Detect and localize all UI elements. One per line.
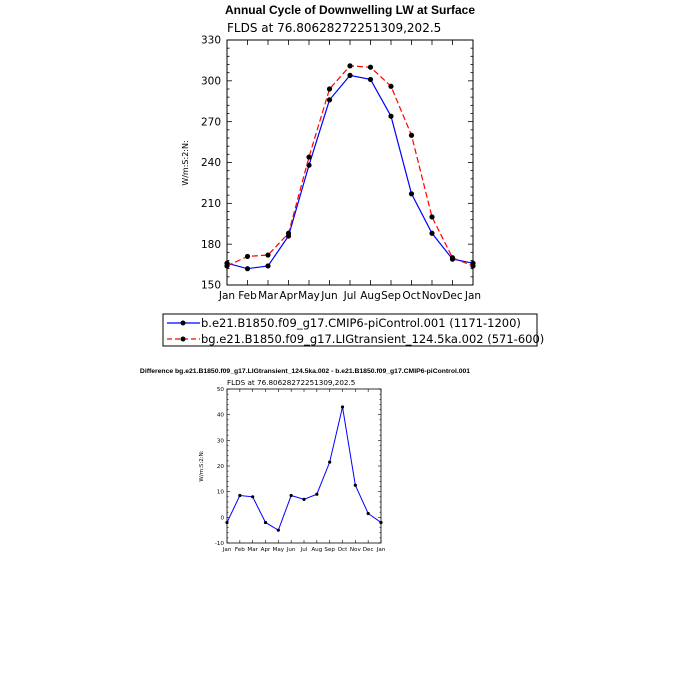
data-point xyxy=(302,497,306,501)
series-line-1 xyxy=(226,65,474,267)
data-point xyxy=(347,72,353,78)
y-tick-label: 330 xyxy=(201,35,221,47)
series-line-0 xyxy=(226,406,382,531)
data-point xyxy=(366,511,370,516)
x-tick-label: Nov xyxy=(350,547,362,553)
x-tick-label: Jan xyxy=(218,290,235,302)
data-point xyxy=(429,214,435,220)
data-point xyxy=(367,76,374,83)
chart-bottom: Difference bg.e21.B1850.f09_g17.LIGtrans… xyxy=(140,368,470,553)
x-tick-label: Sep xyxy=(381,290,401,302)
y-tick-label: 0 xyxy=(220,515,224,521)
chart-top-series xyxy=(224,63,476,272)
data-point xyxy=(225,520,229,525)
x-tick-label: Feb xyxy=(238,290,257,302)
y-tick-label: 210 xyxy=(201,198,221,210)
chart-top-title: Annual Cycle of Downwelling LW at Surfac… xyxy=(225,3,475,17)
data-point xyxy=(326,97,333,103)
x-tick-label: Sep xyxy=(324,547,335,553)
data-point xyxy=(347,63,353,69)
data-point xyxy=(315,492,319,496)
x-tick-label: Jun xyxy=(286,547,296,553)
data-point xyxy=(224,263,230,269)
data-point xyxy=(353,483,357,487)
data-point xyxy=(449,255,456,261)
chart-bottom-ticks: Jan Feb Mar Apr May Jun Jul Aug Sep Oct Nov Dec Jan-… xyxy=(215,387,386,553)
x-tick-label: Jul xyxy=(300,547,308,553)
chart-top: Annual Cycle of Downwelling LW at Surfac… xyxy=(181,3,481,302)
data-point xyxy=(285,230,292,236)
y-tick-label: 150 xyxy=(201,280,221,292)
legend-box xyxy=(162,313,538,347)
x-tick-label: Jul xyxy=(343,290,357,302)
data-point xyxy=(328,460,332,464)
y-tick-label: 40 xyxy=(217,413,225,419)
y-tick-label: 300 xyxy=(201,76,221,88)
data-point xyxy=(429,230,435,236)
data-point xyxy=(470,263,476,269)
x-tick-label: Dec xyxy=(363,547,374,553)
legend-label-lig: bg.e21.B1850.f09_g17.LIGtransient_124.5k… xyxy=(201,332,544,346)
y-tick-label: 240 xyxy=(201,157,221,169)
data-point xyxy=(379,520,383,525)
legend-marker-lig xyxy=(180,336,186,342)
x-tick-label: Aug xyxy=(360,290,381,302)
data-point xyxy=(326,86,333,92)
chart-top-ticks: Jan Feb Mar Apr May Jun Jul Aug Sep Oct Nov Dec Jan1… xyxy=(201,35,481,302)
x-tick-label: Apr xyxy=(261,547,271,553)
chart-top-ylabel: W/m:S:2:N: xyxy=(181,140,190,185)
chart-bottom-series xyxy=(225,405,383,532)
chart-bottom-subtitle: FLDS at 76.80628272251309,202.5 xyxy=(227,378,355,387)
y-tick-label: 270 xyxy=(201,116,221,128)
x-tick-label: Aug xyxy=(311,547,322,553)
data-point xyxy=(276,528,280,532)
x-tick-label: May xyxy=(298,290,320,302)
data-point xyxy=(408,132,415,138)
data-point xyxy=(340,405,345,409)
y-tick-label: 180 xyxy=(201,239,221,251)
x-tick-label: Oct xyxy=(402,290,420,302)
data-point xyxy=(408,191,415,197)
x-tick-label: Apr xyxy=(279,290,298,302)
data-point xyxy=(244,266,251,272)
x-tick-label: Oct xyxy=(338,547,348,553)
data-point xyxy=(367,64,374,70)
legend-label-control: b.e21.B1850.f09_g17.CMIP6-piControl.001 … xyxy=(201,316,521,330)
data-point xyxy=(265,263,271,269)
data-point xyxy=(263,520,268,525)
series-line-0 xyxy=(226,74,474,270)
data-point xyxy=(244,253,251,260)
x-tick-label: Mar xyxy=(247,547,258,553)
data-point xyxy=(306,154,312,160)
x-tick-label: May xyxy=(273,547,285,553)
x-tick-label: Jan xyxy=(222,547,232,553)
chart-bottom-title: Difference bg.e21.B1850.f09_g17.LIGtrans… xyxy=(140,368,470,375)
y-tick-label: 30 xyxy=(217,438,225,444)
x-tick-label: Mar xyxy=(258,290,278,302)
data-point xyxy=(388,113,394,119)
x-tick-label: Nov xyxy=(422,290,443,302)
data-point xyxy=(251,495,255,499)
chart-bottom-frame xyxy=(226,388,382,544)
legend-marker-control xyxy=(180,320,186,326)
y-tick-label: -10 xyxy=(215,541,225,547)
chart-top-subtitle: FLDS at 76.80628272251309,202.5 xyxy=(227,21,441,35)
x-tick-label: Jan xyxy=(376,547,386,553)
y-tick-label: 20 xyxy=(217,464,225,470)
data-point xyxy=(265,252,271,258)
data-point xyxy=(289,493,293,498)
x-tick-label: Dec xyxy=(442,290,463,302)
x-tick-label: Feb xyxy=(235,547,245,553)
legend: b.e21.B1850.f09_g17.CMIP6-piControl.001 … xyxy=(162,313,544,347)
y-tick-label: 50 xyxy=(217,387,225,393)
data-point xyxy=(238,493,242,498)
chart-bottom-ylabel: W/m:S:2:N: xyxy=(199,450,205,481)
x-tick-label: Jan xyxy=(464,290,481,302)
y-tick-label: 10 xyxy=(217,490,225,496)
x-tick-label: Jun xyxy=(320,290,337,302)
data-point xyxy=(388,83,394,89)
